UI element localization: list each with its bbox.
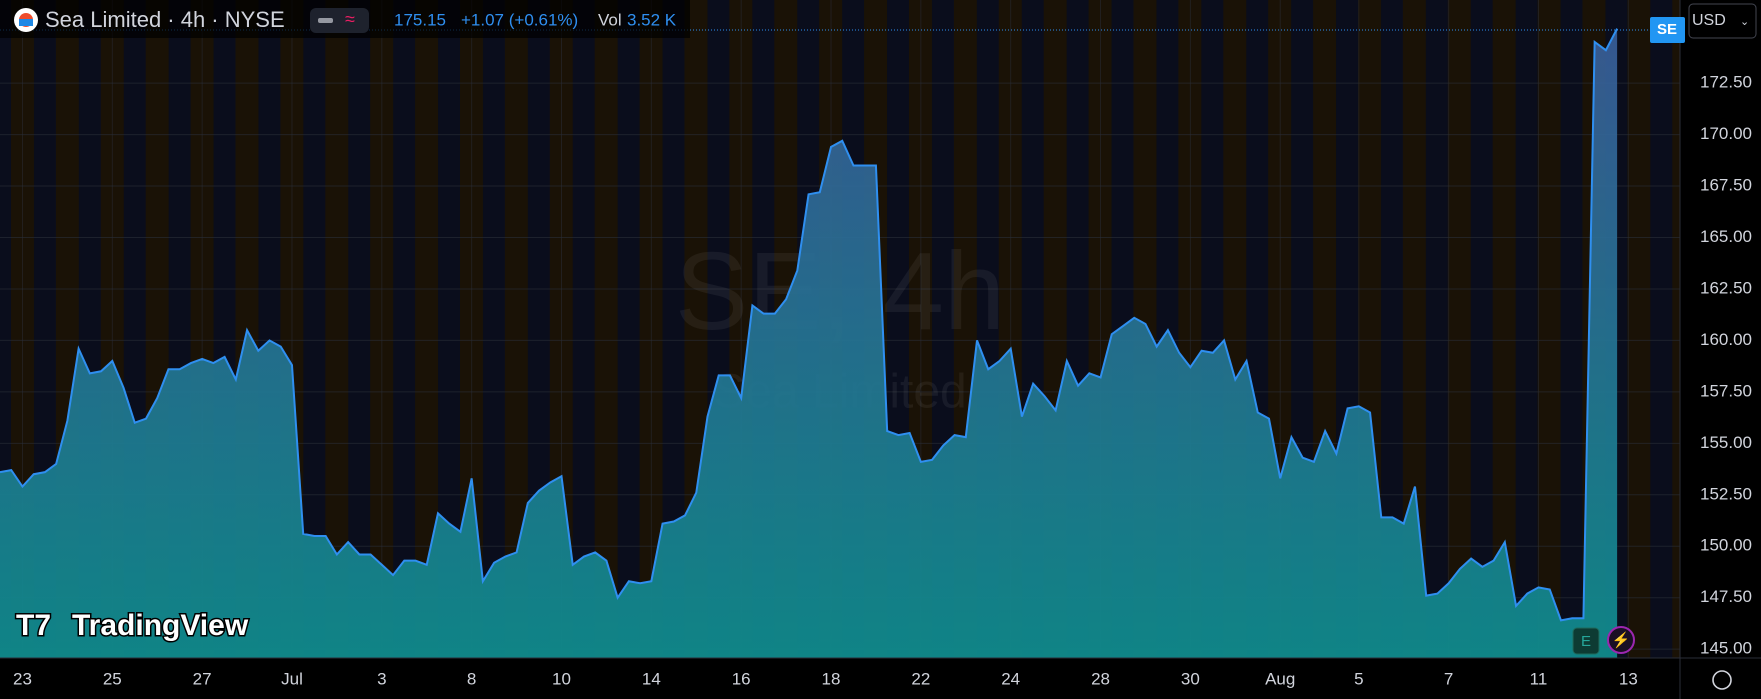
x-tick-label: 30 (1181, 669, 1200, 688)
x-tick-label: 3 (377, 669, 386, 688)
x-tick-label: 7 (1444, 669, 1453, 688)
earnings-marker[interactable]: E (1581, 633, 1591, 650)
x-tick-label: 25 (103, 669, 122, 688)
symbol-logo-band (19, 19, 33, 26)
x-tick-label: 24 (1001, 669, 1020, 688)
x-tick-label: 23 (13, 669, 32, 688)
y-tick-label: 145.00 (1700, 639, 1752, 658)
x-tick-label: 18 (822, 669, 841, 688)
y-tick-label: 172.50 (1700, 73, 1752, 92)
y-tick-label: 157.50 (1700, 381, 1752, 400)
volume: 3.52 K (627, 10, 677, 29)
events-icon: ⚡ (1612, 631, 1631, 649)
symbol-title: Sea Limited · 4h · NYSE (45, 7, 285, 32)
y-tick-label: 162.50 (1700, 278, 1752, 297)
x-tick-label: 28 (1091, 669, 1110, 688)
x-tick-label: 11 (1530, 669, 1548, 688)
y-tick-label: 165.00 (1700, 227, 1752, 246)
area-fill (0, 28, 1618, 658)
x-tick-label: 27 (193, 669, 212, 688)
y-tick-label: 167.50 (1700, 176, 1752, 195)
x-tick-label: 13 (1619, 669, 1638, 688)
volume-label: Vol (598, 10, 622, 29)
y-tick-label: 160.00 (1700, 330, 1752, 349)
y-tick-label: 147.50 (1700, 587, 1752, 606)
brand-logo: T7 (16, 609, 51, 642)
x-tick-label: 16 (732, 669, 751, 688)
earnings-badge[interactable] (1572, 627, 1600, 655)
y-tick-label: 170.00 (1700, 124, 1752, 143)
indicator-pill[interactable] (310, 8, 369, 33)
last-price: 175.15 (394, 10, 446, 29)
x-tick-label: Jul (281, 669, 303, 688)
symbol-badge: SE (1657, 21, 1677, 38)
x-tick-label: 10 (552, 669, 571, 688)
events-badge[interactable] (1607, 626, 1635, 654)
y-tick-label: 150.00 (1700, 536, 1752, 555)
brand: TradingView (72, 609, 249, 642)
x-tick-label: Aug (1265, 669, 1295, 688)
x-tick-label: 8 (467, 669, 476, 688)
symbol-badge-bg (1650, 17, 1685, 43)
x-axis-bar (0, 658, 1761, 699)
settings-icon[interactable] (1712, 670, 1732, 690)
currency-caret: ⌄ (1740, 16, 1749, 28)
x-tick-label: 5 (1354, 669, 1363, 688)
y-tick-label: 155.00 (1700, 433, 1752, 452)
currency[interactable]: USD (1692, 12, 1726, 29)
y-tick-label: 152.50 (1700, 484, 1752, 503)
price-line (0, 28, 1618, 622)
x-tick-label: 14 (642, 669, 661, 688)
x-tick-label: 22 (911, 669, 930, 688)
indicator-wave: ≈ (345, 9, 355, 29)
indicator-dash (318, 18, 333, 23)
price-change: +1.07 (+0.61%) (461, 10, 578, 29)
currency-button[interactable] (1688, 3, 1757, 39)
